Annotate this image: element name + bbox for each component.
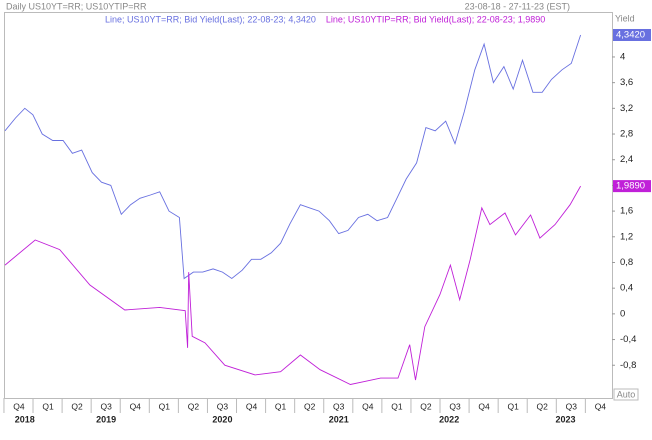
x-year-label: 2023 xyxy=(555,414,575,424)
y-tick-label: 1,6 xyxy=(620,206,633,217)
x-tick-label: Q2 xyxy=(71,401,83,411)
y-tick-label: 2,4 xyxy=(620,154,633,165)
x-tick-label: Q1 xyxy=(275,401,287,411)
y-tick-label: 1,2 xyxy=(620,231,633,242)
y-tick-label: 4 xyxy=(620,51,625,62)
x-tick-label: Q2 xyxy=(537,401,549,411)
date-range: 23-08-18 - 27-11-23 (EST) xyxy=(465,1,570,11)
series-line xyxy=(4,34,582,280)
scale-mode-box[interactable] xyxy=(613,388,639,401)
x-tick-label: Q3 xyxy=(449,401,461,411)
x-tick-label: Q1 xyxy=(507,401,519,411)
y-tick-label: 0 xyxy=(620,308,625,319)
y-tick-label: 3,6 xyxy=(620,77,633,88)
last-value-label: 1,9890 xyxy=(616,181,645,192)
x-tick-label: Q3 xyxy=(217,401,229,411)
series-line xyxy=(4,185,581,385)
x-tick-label: Q2 xyxy=(304,401,316,411)
x-year-label: 2018 xyxy=(15,414,35,424)
x-year-label: 2019 xyxy=(96,414,116,424)
y-tick-label: 0,8 xyxy=(620,257,633,268)
x-tick-label: Q3 xyxy=(333,401,345,411)
x-tick-label: Q3 xyxy=(100,401,112,411)
x-tick-label: Q4 xyxy=(130,401,142,411)
x-year-label: 2021 xyxy=(329,414,349,424)
scale-mode[interactable]: Auto xyxy=(617,389,636,399)
x-tick-label: Q2 xyxy=(420,401,432,411)
x-tick-label: Q2 xyxy=(188,401,200,411)
y-tick-label: -0,4 xyxy=(620,334,636,345)
x-tick-label: Q1 xyxy=(42,401,54,411)
y-tick-label: 0,4 xyxy=(620,283,633,294)
y-tick-label: -0,8 xyxy=(620,360,636,371)
x-tick-label: Q1 xyxy=(159,401,171,411)
last-value-box xyxy=(613,180,651,193)
x-tick-label: Q3 xyxy=(566,401,578,411)
plot-frame xyxy=(4,12,613,399)
last-value-label: 4,3420 xyxy=(616,30,645,41)
last-value-box xyxy=(613,28,651,41)
y-tick-label: 3,2 xyxy=(620,103,633,114)
x-year-label: 2020 xyxy=(212,414,232,424)
chart-title: Daily US10YT=RR; US10YTIP=RR xyxy=(6,1,147,11)
x-year-label: 2022 xyxy=(439,414,459,424)
x-tick-label: Q4 xyxy=(362,401,374,411)
y-tick-label: 2,8 xyxy=(620,129,633,140)
x-tick-label: Q4 xyxy=(246,401,258,411)
y-axis-label: Yield xyxy=(615,13,635,23)
x-tick-label: Q4 xyxy=(13,401,25,411)
x-tick-label: Q4 xyxy=(478,401,490,411)
legend-entry: Line; US10YT=RR; Bid Yield(Last); 22-08-… xyxy=(105,14,316,24)
x-tick-label: Q4 xyxy=(595,401,607,411)
legend-entry: Line; US10YTIP=RR; Bid Yield(Last); 22-0… xyxy=(326,14,545,24)
x-tick-label: Q1 xyxy=(391,401,403,411)
